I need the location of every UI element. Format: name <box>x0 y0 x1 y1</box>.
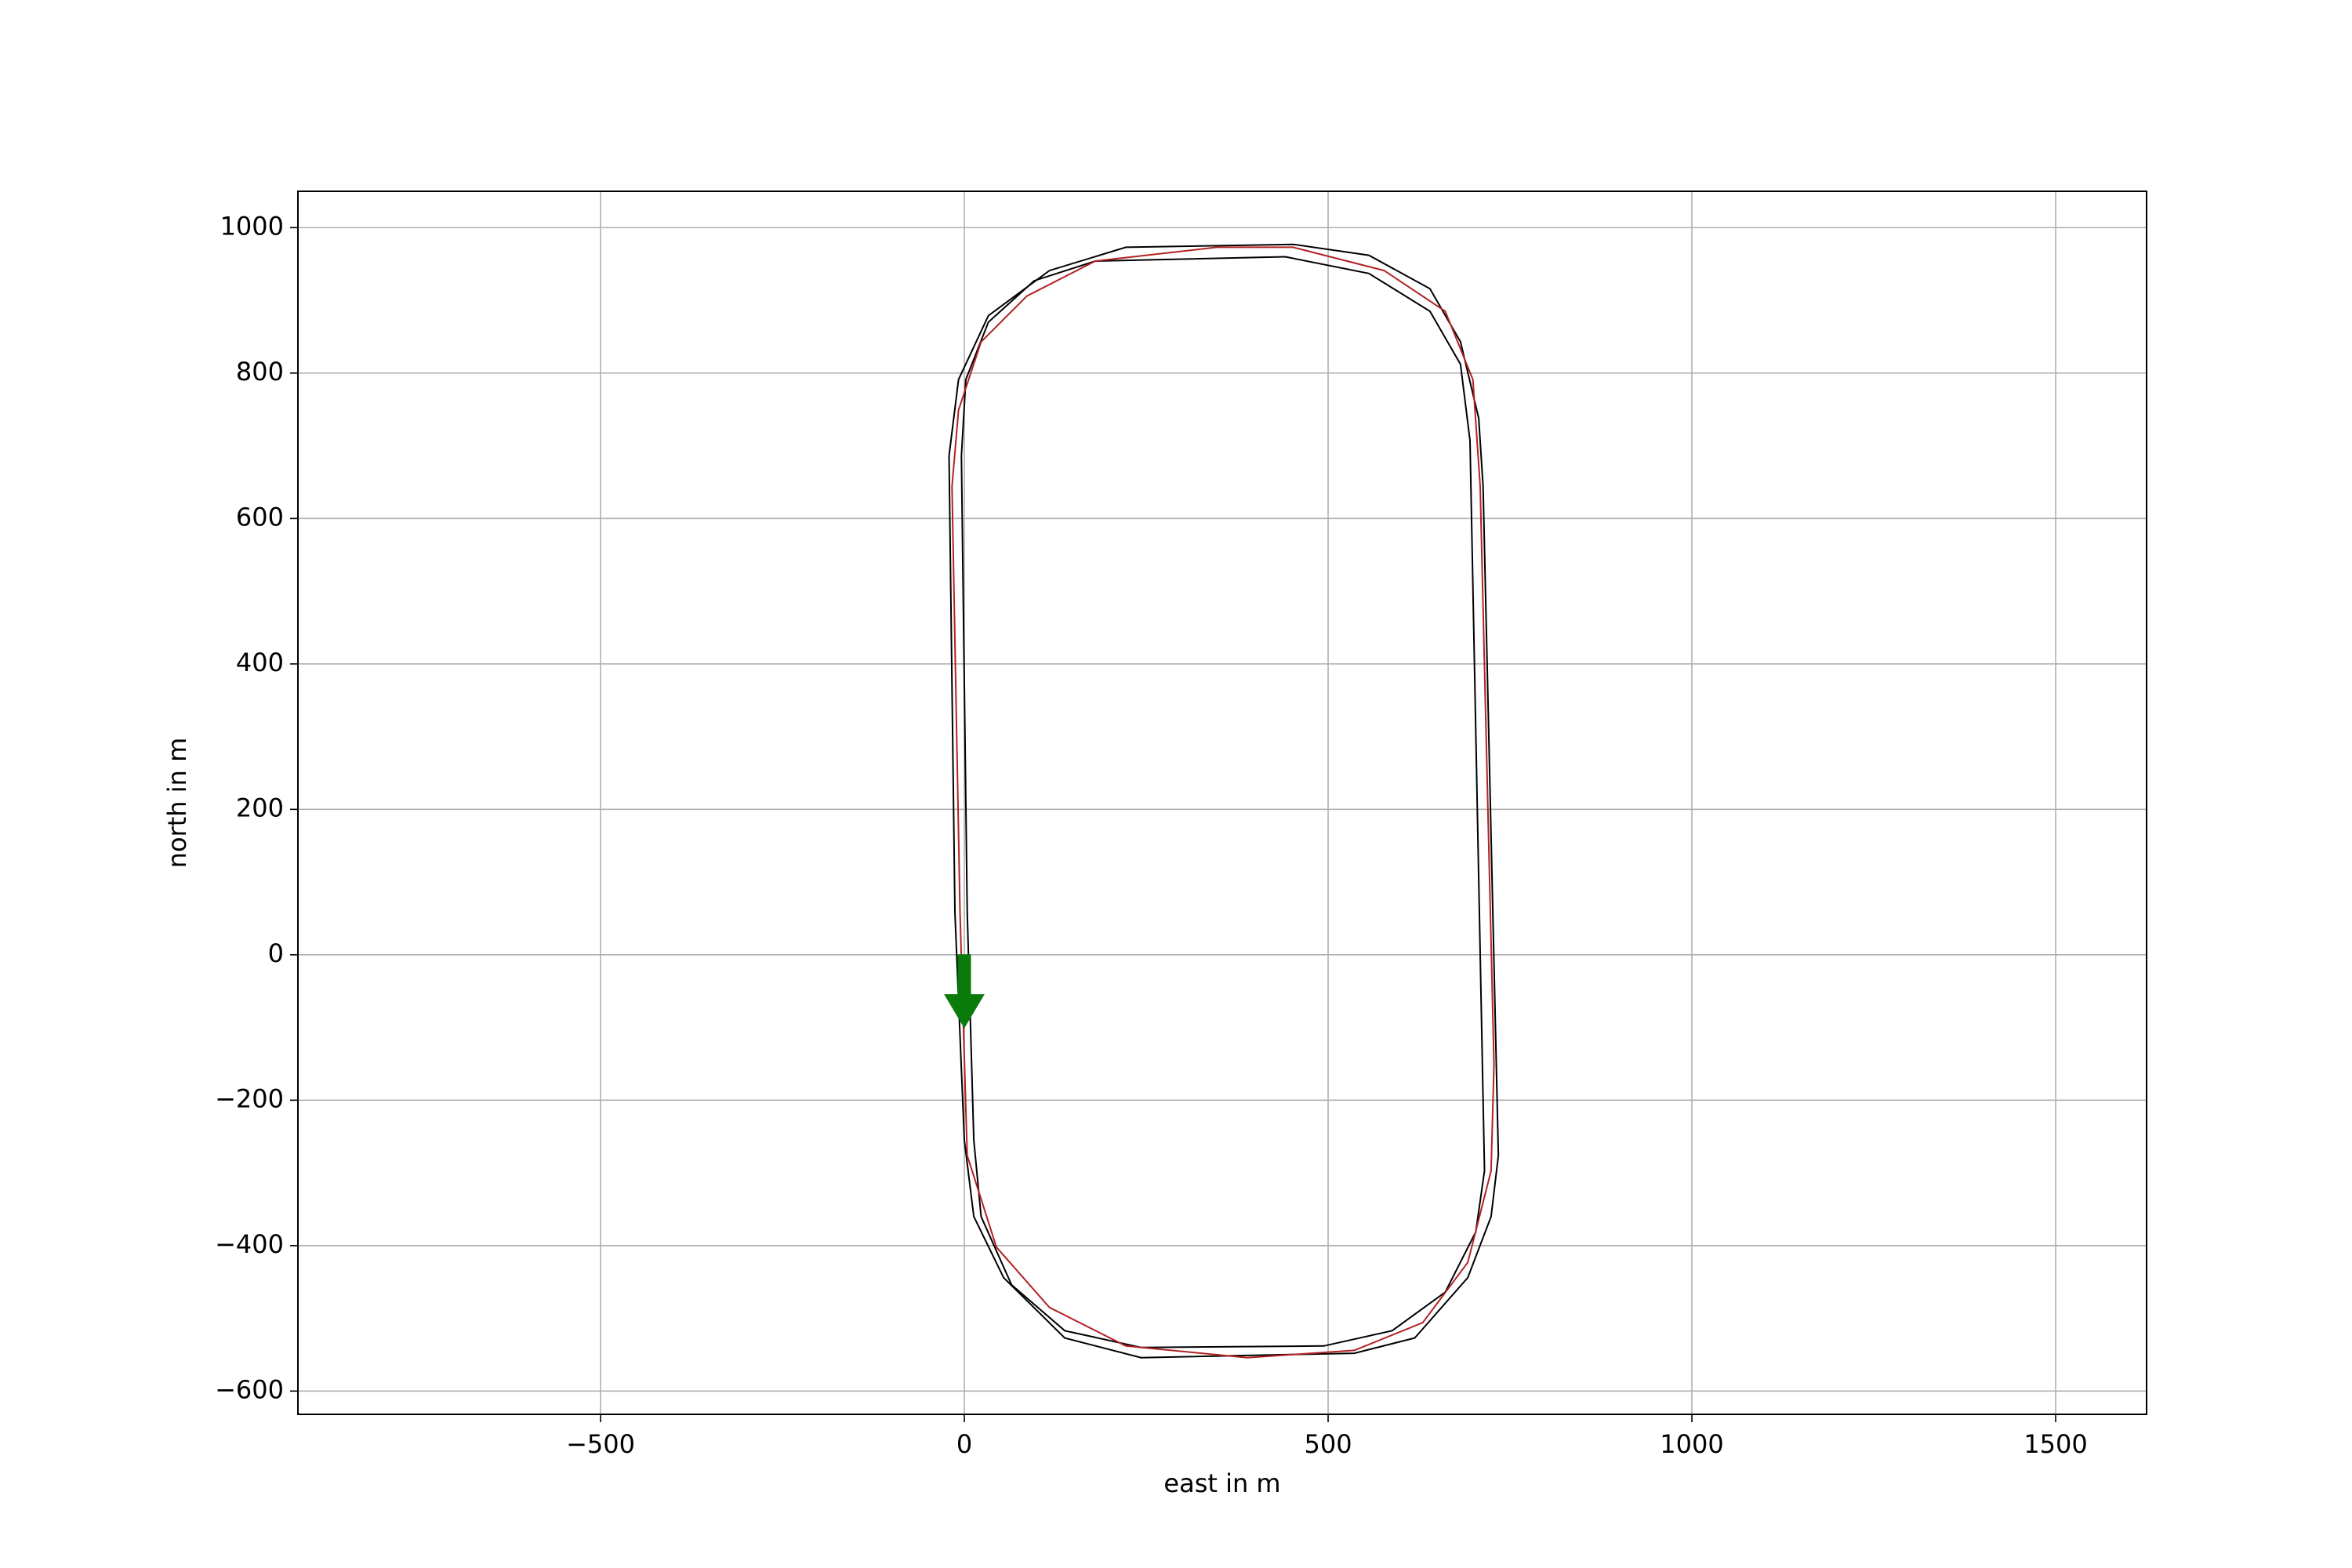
y-tick-label: −400 <box>215 1229 284 1259</box>
y-tick-label: 800 <box>236 357 284 387</box>
y-tick-label: 200 <box>236 793 284 822</box>
y-tick-label: −200 <box>215 1083 284 1113</box>
x-tick-label: −500 <box>566 1429 635 1459</box>
plot-frame <box>297 191 2147 1415</box>
x-axis-label: east in m <box>1163 1468 1280 1498</box>
x-tick-label: 1000 <box>1660 1429 1723 1459</box>
track-line <box>951 246 1495 1359</box>
y-tick-label: 400 <box>236 648 284 677</box>
x-tick-label: 500 <box>1304 1429 1352 1459</box>
y-tick-label: 0 <box>268 938 284 968</box>
y-tick-label: 1000 <box>220 211 284 241</box>
track-line <box>960 256 1486 1348</box>
y-tick-label: 600 <box>236 502 284 532</box>
track-line <box>948 243 1500 1359</box>
x-tick-label: 0 <box>956 1429 972 1459</box>
y-tick-label: −600 <box>215 1374 284 1404</box>
start-arrow <box>944 954 985 1029</box>
x-tick-label: 1500 <box>2024 1429 2087 1459</box>
y-axis-label: north in m <box>162 738 192 869</box>
